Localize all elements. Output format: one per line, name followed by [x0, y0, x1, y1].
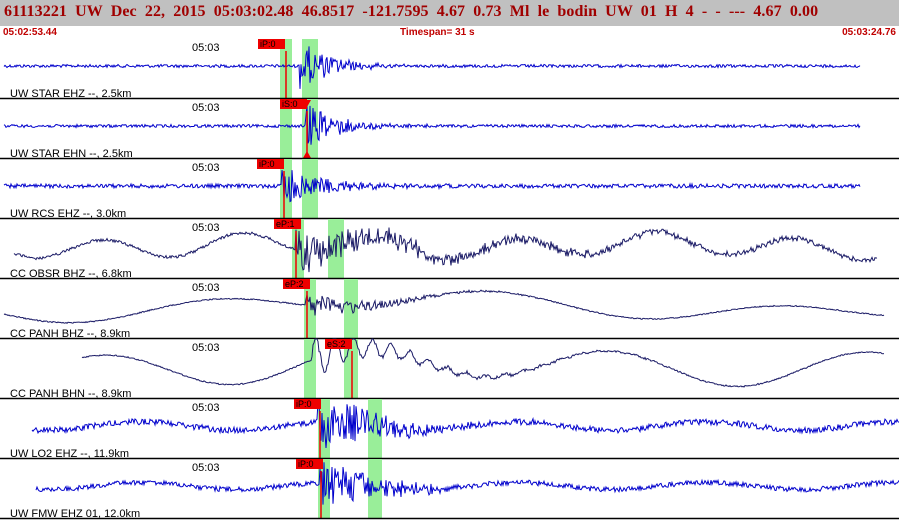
- event-summary: 61113221 UW Dec 22, 2015 05:03:02.48 46.…: [4, 3, 819, 20]
- seismogram-panel[interactable]: iP:0 05:03 UW STAR EHZ --, 2.5km iS:0 05:03 U…: [0, 39, 899, 520]
- channel-label: CC PANH BHZ --, 8.9km: [10, 328, 130, 340]
- pick-label: iS:0: [282, 99, 298, 109]
- channel-row[interactable]: iP:0 05:03 UW RCS EHZ --, 3.0km: [0, 159, 899, 220]
- channel-label: UW STAR EHZ --, 2.5km: [10, 88, 131, 100]
- channel-label: UW LO2 EHZ --, 11.9km: [10, 448, 129, 460]
- pick-label: eP:2: [285, 279, 304, 289]
- phase-window: [304, 339, 316, 399]
- phase-window: [368, 399, 382, 459]
- pick-label: iP:0: [260, 39, 276, 49]
- waveform-trace: [3, 289, 885, 324]
- waveform-trace: [3, 170, 861, 203]
- channel-label: UW RCS EHZ --, 3.0km: [10, 208, 126, 220]
- pick-label: iP:0: [298, 459, 314, 469]
- pick-flag[interactable]: [294, 399, 321, 409]
- end-time: 05:03:24.76: [842, 27, 896, 38]
- event-header: 61113221 UW Dec 22, 2015 05:03:02.48 46.…: [0, 0, 899, 26]
- pick-flag[interactable]: [296, 459, 323, 469]
- timespan-label: Timespan= 31 s: [400, 27, 475, 38]
- channel-label: CC PANH BHN --, 8.9km: [10, 388, 131, 400]
- channel-label: UW STAR EHN --, 2.5km: [10, 148, 133, 160]
- channel-row[interactable]: eS:2 05:03 CC PANH BHN --, 8.9km: [0, 338, 899, 400]
- channel-row[interactable]: iP:0 05:03 UW STAR EHZ --, 2.5km: [0, 39, 899, 100]
- pick-marker-icon[interactable]: [303, 151, 311, 158]
- waveform-trace: [35, 462, 899, 505]
- channel-label: CC OBSR BHZ --, 6.8km: [10, 268, 132, 280]
- start-time: 05:02:53.44: [3, 27, 57, 38]
- time-tick-label: 05:03: [192, 102, 220, 114]
- waveform-trace: [13, 227, 878, 273]
- pick-flag[interactable]: [283, 279, 310, 289]
- time-tick-label: 05:03: [192, 42, 220, 54]
- waveform-trace: [81, 338, 885, 388]
- channel-row[interactable]: iS:0 05:03 UW STAR EHN --, 2.5km: [0, 99, 899, 160]
- pick-label: iP:0: [296, 399, 312, 409]
- channel-row[interactable]: eP:2 05:03 CC PANH BHZ --, 8.9km: [0, 279, 899, 340]
- pick-flag[interactable]: [325, 339, 352, 349]
- time-tick-label: 05:03: [192, 342, 220, 354]
- pick-flag[interactable]: [258, 39, 285, 49]
- time-tick-label: 05:03: [192, 162, 220, 174]
- waveform-trace: [3, 105, 861, 145]
- channel-label: UW FMW EHZ 01, 12.0km: [10, 508, 140, 520]
- time-tick-label: 05:03: [192, 462, 220, 474]
- waveform-trace: [31, 398, 899, 449]
- channel-row[interactable]: iP:0 05:03 UW FMW EHZ 01, 12.0km: [0, 459, 899, 520]
- phase-window: [280, 99, 292, 159]
- waveform-trace: [3, 46, 861, 89]
- pick-flag[interactable]: [280, 99, 307, 109]
- channel-row[interactable]: eP:1 05:03 CC OBSR BHZ --, 6.8km: [0, 219, 899, 280]
- pick-label: iP:0: [259, 159, 275, 169]
- time-tick-label: 05:03: [192, 222, 220, 234]
- time-tick-label: 05:03: [192, 402, 220, 414]
- time-tick-label: 05:03: [192, 282, 220, 294]
- pick-label: eP:1: [276, 219, 295, 229]
- seismogram-svg[interactable]: iP:0 05:03 UW STAR EHZ --, 2.5km iS:0 05:03 U…: [0, 39, 899, 520]
- pick-flag[interactable]: [257, 159, 284, 169]
- pick-flag[interactable]: [274, 219, 301, 229]
- phase-window: [344, 279, 358, 339]
- channel-row[interactable]: iP:0 05:03 UW LO2 EHZ --, 11.9km: [0, 398, 899, 460]
- pick-label: eS:2: [327, 339, 346, 349]
